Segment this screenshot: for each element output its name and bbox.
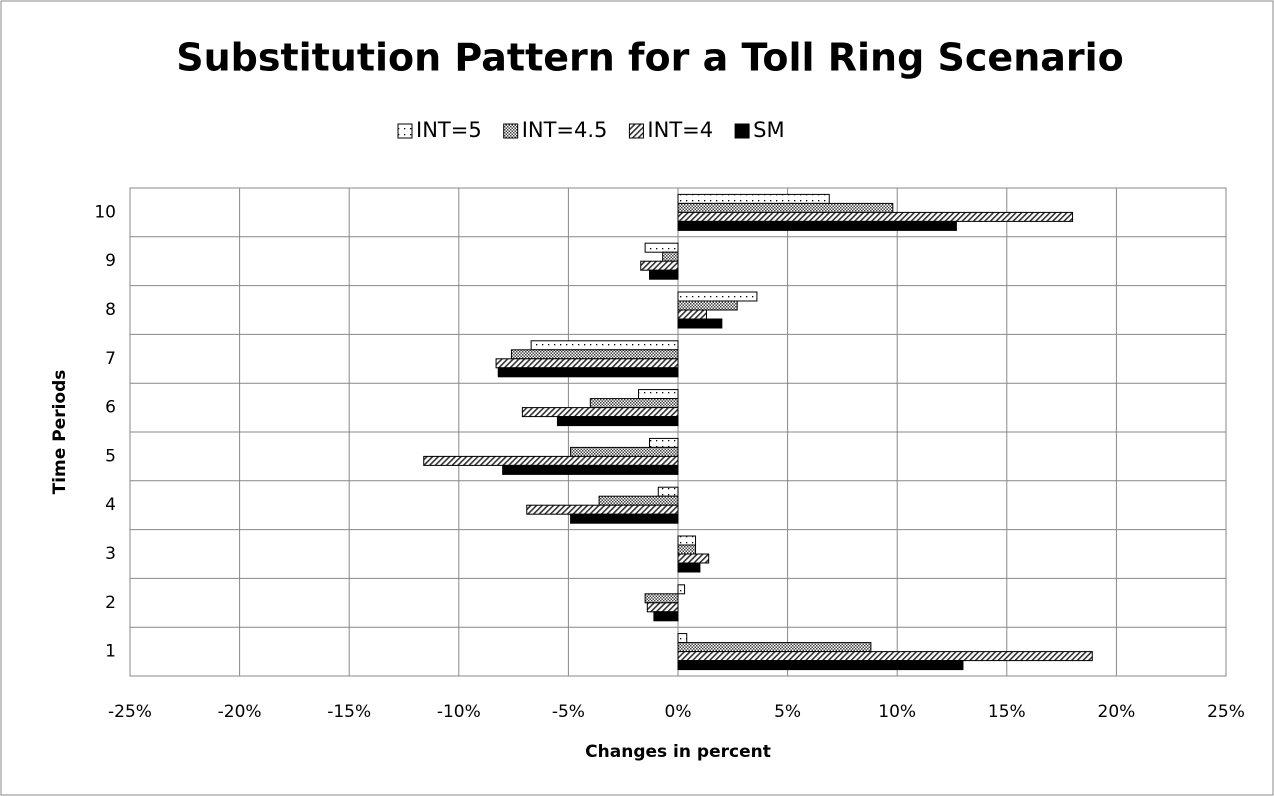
bar [646, 602, 679, 613]
legend-label: INT=5 [416, 118, 482, 142]
chart-title: Substitution Pattern for a Toll Ring Sce… [176, 36, 1124, 80]
bar [497, 367, 679, 378]
y-tick-label: 10 [94, 202, 116, 222]
bar [570, 513, 679, 524]
bar [677, 211, 1074, 222]
bar [677, 309, 707, 320]
legend: INT=5 INT=4.5 INT=4 SM [397, 118, 785, 142]
legend-swatch [397, 123, 413, 139]
y-tick-label: 1 [105, 642, 116, 662]
bar [677, 220, 957, 231]
x-tick-label: 0% [665, 702, 692, 722]
bar [677, 535, 697, 546]
bar [677, 642, 872, 653]
x-tick-label: -10% [437, 702, 481, 722]
bar [526, 504, 679, 515]
bar [644, 242, 679, 253]
x-tick-label: 15% [988, 702, 1026, 722]
grid: -25% -20% -15% -10% -5% 0% 5% 10% 15% 20% 25% 1 2 3 4 5… [94, 187, 1245, 722]
bar [510, 349, 679, 360]
bar [638, 389, 679, 400]
x-tick-label: 20% [1098, 702, 1136, 722]
bar [677, 544, 697, 555]
bar [423, 455, 679, 466]
x-tick-label: 10% [878, 702, 916, 722]
bar [677, 633, 688, 644]
y-tick-label: 6 [105, 398, 116, 418]
bar [649, 269, 679, 280]
bar [677, 660, 964, 671]
bars [423, 193, 1093, 671]
x-tick-label: -20% [218, 702, 262, 722]
y-tick-label: 8 [105, 300, 116, 320]
x-tick-label: 25% [1207, 702, 1245, 722]
y-tick-label: 3 [105, 544, 116, 564]
y-tick-label: 7 [105, 349, 116, 369]
legend-swatch [628, 123, 644, 139]
bar [521, 407, 679, 418]
bar [589, 398, 679, 409]
bar [530, 340, 679, 351]
bar [677, 553, 710, 564]
legend-label: SM [753, 118, 784, 142]
legend-swatch [734, 123, 750, 139]
y-axis-title: Time Periods [50, 370, 70, 495]
x-axis-title: Changes in percent [585, 742, 771, 762]
bar [677, 202, 894, 213]
y-tick-label: 9 [105, 251, 116, 271]
legend-swatch [503, 123, 519, 139]
bar [653, 611, 679, 622]
x-tick-label: -15% [327, 702, 371, 722]
y-tick-label: 5 [105, 446, 116, 466]
bar [570, 446, 679, 457]
legend-label: INT=4.5 [522, 118, 608, 142]
bar [644, 593, 679, 604]
bar [677, 291, 758, 302]
bar [649, 437, 679, 448]
bar [677, 193, 830, 204]
bar [657, 486, 679, 497]
y-tick-label: 2 [105, 593, 116, 613]
y-tick-label: 4 [105, 495, 116, 515]
bar [556, 416, 679, 427]
x-tick-label: -5% [552, 702, 585, 722]
bar [677, 584, 686, 595]
bar [677, 651, 1093, 662]
bar [677, 562, 701, 573]
bar [662, 251, 679, 262]
x-tick-label: -25% [108, 702, 152, 722]
x-tick-label: 5% [774, 702, 801, 722]
bar [502, 464, 679, 475]
bar [640, 260, 679, 271]
bar [677, 318, 723, 329]
bar [598, 495, 679, 506]
legend-label: INT=4 [647, 118, 713, 142]
bar [495, 358, 679, 369]
bar [677, 300, 738, 311]
